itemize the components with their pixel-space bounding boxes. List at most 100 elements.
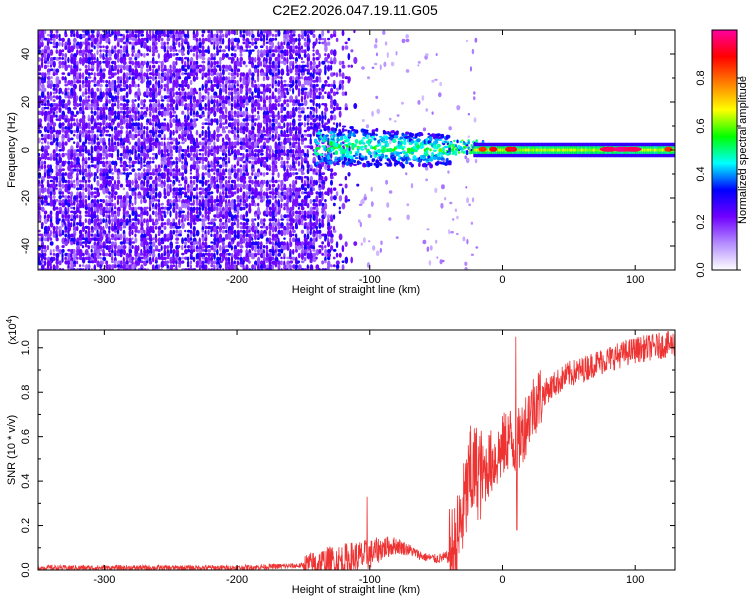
noise-cell xyxy=(84,49,89,53)
noise-cell xyxy=(271,195,275,201)
noise-cell xyxy=(201,183,205,187)
noise-cell xyxy=(186,222,191,226)
noise-cell xyxy=(93,145,98,152)
noise-cell xyxy=(332,72,336,76)
noise-cell xyxy=(172,168,176,172)
noise-cell xyxy=(140,64,144,70)
noise-cell xyxy=(49,229,52,237)
noise-cell xyxy=(105,49,109,54)
noise-cell xyxy=(111,103,115,108)
noise-cell xyxy=(189,222,193,230)
noise-cell xyxy=(268,49,272,54)
noise-cell xyxy=(128,68,132,74)
noise-cell xyxy=(131,60,135,66)
noise-cell xyxy=(128,76,131,80)
noise-cell xyxy=(140,164,143,169)
noise-cell xyxy=(224,68,229,72)
noise-cell xyxy=(151,210,155,216)
noise-cell xyxy=(257,202,260,207)
noise-cell xyxy=(146,210,149,217)
noise-cell xyxy=(292,237,296,243)
noise-cell xyxy=(233,218,236,222)
noise-cell xyxy=(38,118,43,124)
noise-cell xyxy=(146,141,149,144)
noise-cell xyxy=(213,141,216,146)
noise-cell xyxy=(189,79,193,85)
noise-cell xyxy=(195,76,199,80)
noise-cell xyxy=(81,149,85,153)
noise-cell xyxy=(137,118,140,121)
noise-cell xyxy=(286,91,290,96)
noise-cell xyxy=(224,45,228,49)
noise-cell xyxy=(119,64,123,69)
noise-cell xyxy=(78,202,83,209)
noise-cell xyxy=(227,175,232,180)
noise-cell xyxy=(113,79,117,85)
noise-cell xyxy=(96,110,99,116)
noise-cell xyxy=(280,256,283,260)
noise-cell xyxy=(236,206,240,211)
noise-cell xyxy=(76,110,79,115)
noise-cell xyxy=(213,45,216,50)
noise-cell xyxy=(248,149,252,154)
noise-cell xyxy=(96,129,100,133)
noise-cell xyxy=(90,149,94,154)
noise-cell xyxy=(283,79,287,83)
noise-cell xyxy=(306,122,310,126)
noise-cell xyxy=(239,202,242,206)
noise-cell xyxy=(99,156,103,161)
noise-cell xyxy=(76,152,80,157)
noise-cell xyxy=(242,110,246,118)
noise-cell xyxy=(55,160,60,166)
noise-cell xyxy=(116,99,120,104)
noise-cell xyxy=(245,202,249,209)
noise-cell xyxy=(119,202,124,209)
noise-cell xyxy=(184,218,187,222)
noise-cell xyxy=(292,229,296,233)
noise-cell xyxy=(76,206,80,214)
noise-cell xyxy=(49,33,54,39)
noise-cell xyxy=(58,164,63,169)
noise-cell xyxy=(105,53,108,58)
noise-cell xyxy=(213,99,216,104)
noise-cell xyxy=(81,179,85,183)
noise-cell xyxy=(108,210,111,214)
noise-cell xyxy=(239,53,243,57)
noise-cell xyxy=(148,252,152,257)
noise-cell xyxy=(192,114,196,118)
noise-cell xyxy=(96,252,100,260)
noise-cell xyxy=(271,183,276,188)
noise-cell xyxy=(96,179,100,187)
noise-cell xyxy=(84,103,88,108)
noise-cell xyxy=(128,195,133,201)
noise-cell xyxy=(49,76,53,79)
noise-cell xyxy=(318,87,321,91)
noise-cell xyxy=(318,103,321,109)
noise-cell xyxy=(338,210,341,214)
noise-cell xyxy=(84,199,88,204)
noise-cell xyxy=(321,87,325,92)
noise-cell xyxy=(210,79,213,84)
noise-cell xyxy=(131,68,135,74)
noise-cell xyxy=(257,245,260,250)
noise-cell xyxy=(154,222,159,225)
noise-cell xyxy=(213,241,217,246)
noise-cell xyxy=(102,129,105,137)
noise-cell xyxy=(347,37,351,41)
noise-cell xyxy=(93,110,97,116)
noise-cell xyxy=(245,237,248,242)
noise-cell xyxy=(140,141,144,147)
noise-cell xyxy=(55,133,60,139)
noise-cell xyxy=(55,137,59,142)
noise-cell xyxy=(90,218,94,224)
speckle-cell xyxy=(425,108,429,112)
noise-cell xyxy=(137,168,141,171)
noise-cell xyxy=(108,214,111,220)
noise-cell xyxy=(309,133,312,138)
noise-cell xyxy=(157,252,161,258)
noise-cell xyxy=(286,49,289,57)
noise-cell xyxy=(102,60,107,64)
noise-cell xyxy=(70,164,74,168)
noise-cell xyxy=(268,64,272,69)
noise-cell xyxy=(341,45,345,51)
